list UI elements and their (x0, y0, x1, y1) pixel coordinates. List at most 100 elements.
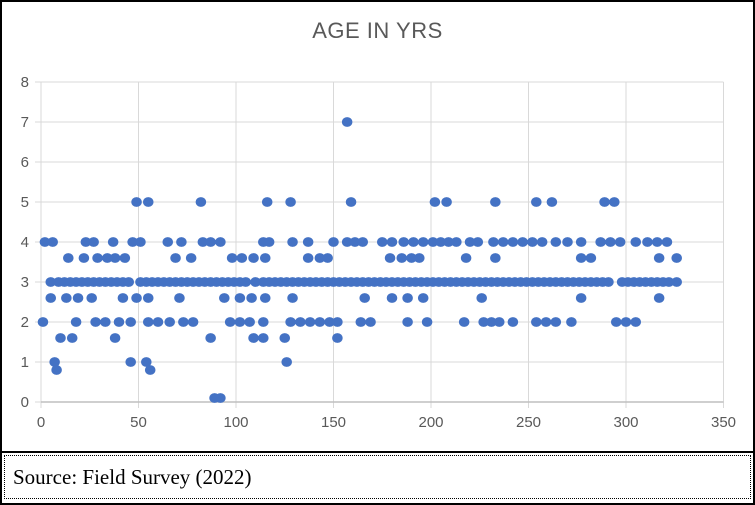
data-point (651, 237, 663, 247)
x-tick-label: 50 (130, 414, 147, 431)
data-point (472, 237, 484, 247)
data-point (507, 237, 519, 247)
data-point (365, 317, 376, 327)
data-point (562, 237, 573, 247)
data-point (384, 253, 396, 263)
data-point (603, 277, 614, 287)
data-point (421, 317, 433, 327)
data-point (575, 237, 587, 247)
data-point (653, 253, 665, 263)
data-point (135, 237, 146, 247)
data-point (125, 317, 136, 327)
data-point (45, 277, 57, 287)
y-tick-label: 7 (21, 114, 29, 131)
data-point (63, 253, 74, 263)
data-point (72, 293, 84, 303)
data-point (464, 237, 476, 247)
data-point (630, 317, 642, 327)
data-point (205, 237, 216, 247)
data-point (259, 293, 271, 303)
y-tick-label: 8 (21, 74, 29, 91)
data-point (332, 333, 343, 343)
data-point (460, 253, 472, 263)
data-point (78, 253, 90, 263)
data-point (113, 317, 125, 327)
data-point (540, 317, 552, 327)
data-point (642, 237, 653, 247)
data-point (164, 317, 175, 327)
data-point (531, 317, 542, 327)
data-point (355, 317, 367, 327)
data-point (37, 317, 49, 327)
data-point (246, 293, 257, 303)
data-point (219, 293, 230, 303)
data-point (304, 317, 316, 327)
data-point (86, 293, 97, 303)
data-point (614, 237, 626, 247)
data-point (341, 117, 353, 127)
data-point (152, 317, 164, 327)
data-point (458, 317, 470, 327)
x-tick-label: 0 (37, 414, 45, 431)
data-point (605, 237, 616, 247)
data-point (234, 293, 246, 303)
data-point (386, 293, 398, 303)
data-point (234, 317, 246, 327)
data-point (109, 333, 121, 343)
data-point (517, 237, 528, 247)
data-point (490, 253, 501, 263)
data-point (102, 253, 113, 263)
data-point (248, 253, 259, 263)
data-point (324, 317, 335, 327)
y-tick-label: 0 (21, 394, 29, 411)
source-section: Source: Field Survey (2022) (2, 453, 753, 501)
y-tick-label: 3 (21, 274, 29, 291)
data-point (215, 237, 226, 247)
data-point (144, 365, 156, 375)
data-point (620, 317, 632, 327)
data-point (109, 253, 121, 263)
data-point (302, 253, 314, 263)
data-point (125, 357, 136, 367)
data-point (142, 293, 154, 303)
data-point (55, 333, 66, 343)
data-point (92, 253, 103, 263)
data-point (185, 253, 197, 263)
data-point (314, 317, 326, 327)
y-tick-label: 2 (21, 314, 29, 331)
data-point (141, 357, 152, 367)
data-point (359, 293, 371, 303)
data-point (107, 237, 119, 247)
data-point (45, 293, 57, 303)
data-point (349, 237, 361, 247)
data-point (90, 317, 101, 327)
data-point (215, 393, 226, 403)
data-point (493, 317, 505, 327)
data-point (174, 293, 185, 303)
data-point (100, 317, 111, 327)
data-point (295, 317, 306, 327)
data-point (332, 317, 343, 327)
data-point (70, 317, 82, 327)
data-point (476, 293, 488, 303)
data-point (258, 317, 269, 327)
data-point (39, 237, 51, 247)
data-point (248, 333, 259, 343)
x-tick-label: 300 (613, 414, 638, 431)
data-point (575, 253, 587, 263)
data-point (402, 293, 413, 303)
data-point (435, 237, 447, 247)
data-point (507, 317, 519, 327)
data-point (663, 277, 675, 287)
data-point (429, 197, 441, 207)
x-tick-label: 150 (321, 414, 346, 431)
data-point (131, 197, 142, 207)
data-point (244, 317, 255, 327)
data-point (497, 237, 509, 247)
data-point (417, 293, 429, 303)
data-point (630, 237, 642, 247)
x-tick-label: 200 (418, 414, 443, 431)
data-point (417, 237, 429, 247)
data-point (263, 237, 275, 247)
